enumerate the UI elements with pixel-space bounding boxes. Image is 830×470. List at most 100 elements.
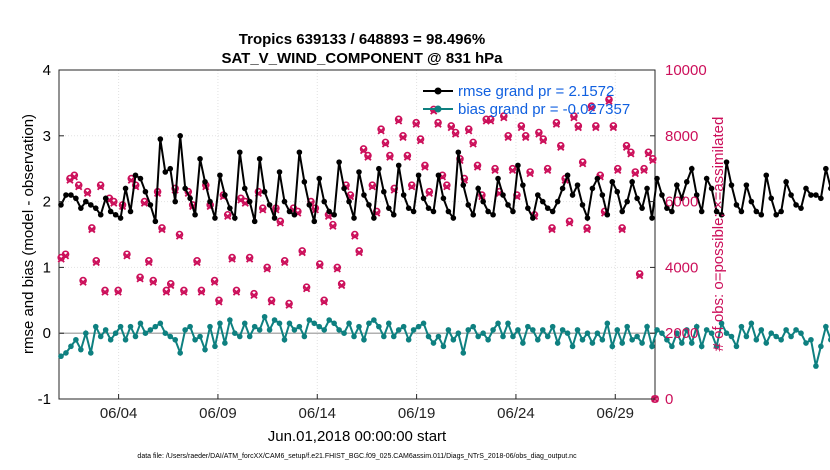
rmse-point [117, 215, 124, 221]
rmse-point [187, 195, 193, 202]
legend-bias-marker [434, 105, 442, 113]
bias-point [783, 327, 789, 333]
obs-assimilated-point [180, 288, 188, 296]
rmse-point [768, 195, 775, 202]
obs-possible-point [337, 280, 346, 288]
bias-point [773, 333, 779, 340]
rmse-point [217, 172, 223, 179]
bias-point [460, 350, 467, 356]
rmse-point [520, 182, 526, 188]
rmse-point [639, 205, 645, 211]
rmse-point [336, 159, 342, 165]
obs-assimilated-point [79, 278, 87, 286]
rmse-point [420, 195, 427, 202]
bias-point [341, 330, 347, 337]
bias-point [569, 343, 576, 350]
rmse-point [306, 202, 313, 208]
bias-point [778, 336, 784, 343]
obs-assimilated-point [276, 219, 284, 227]
obs-assimilated-point [381, 140, 390, 148]
obs-assimilated-point [394, 117, 403, 125]
rmse-point [286, 208, 293, 215]
bias-point [266, 327, 273, 333]
obs-assimilated-point [158, 225, 166, 234]
rmse-point [445, 208, 452, 215]
bias-point [97, 333, 104, 340]
rmse-point [465, 202, 472, 208]
y-left-tick-label: 0 [43, 325, 51, 342]
obs-assimilated-point [245, 255, 254, 263]
bias-point [227, 317, 233, 323]
x-tick-label: 06/29 [596, 405, 634, 422]
legend-rmse-label: rmse grand pr = 2.1572 [458, 83, 614, 100]
obs-assimilated-point [570, 114, 578, 122]
bias-point [83, 330, 89, 337]
obs-assimilated-point [543, 166, 552, 174]
bias-point [217, 320, 223, 327]
rmse-point [544, 205, 551, 211]
obs-possible-point [123, 250, 131, 259]
rmse-point [425, 205, 432, 211]
obs-possible-point [539, 135, 548, 143]
obs-possible-point [434, 118, 442, 127]
rmse-point [664, 205, 670, 211]
bias-point [182, 327, 188, 333]
rmse-point [246, 198, 253, 205]
rmse-point [758, 211, 765, 218]
rmse-point [351, 215, 357, 221]
obs-assimilated-point [83, 189, 92, 198]
legend: rmse grand pr = 2.1572 bias grand pr = -… [423, 83, 630, 118]
bias-point [87, 350, 94, 356]
rmse-point [793, 202, 799, 208]
rmse-point [152, 218, 159, 225]
obs-assimilated-point [421, 163, 429, 171]
obs-assimilated-point [609, 123, 618, 132]
rmse-point [232, 215, 238, 221]
obs-assimilated-point [215, 298, 223, 306]
bias-point [475, 333, 481, 340]
x-axis-label: Jun.01,2018 00:00:00 start [268, 428, 447, 445]
legend-bias-label: bias grand pr = -0.027357 [458, 101, 630, 118]
bias-point [688, 340, 695, 346]
obs-possible-point [359, 145, 368, 153]
rmse-point [485, 208, 491, 215]
bias-point [251, 323, 258, 330]
bias-point [395, 327, 402, 333]
bias-point [664, 336, 670, 343]
obs-possible-point [596, 171, 605, 180]
obs-possible-point [421, 161, 429, 170]
obs-assimilated-point [355, 248, 363, 257]
obs-assimilated-point [228, 255, 236, 263]
obs-possible-point [101, 286, 109, 295]
bias-point [788, 333, 794, 340]
bias-point [534, 336, 541, 343]
rmse-point [515, 162, 521, 169]
bias-point [743, 333, 750, 340]
rmse-point [813, 192, 819, 198]
obs-possible-point [451, 128, 460, 137]
bias-point [753, 336, 760, 343]
rmse-point [609, 179, 616, 185]
obs-assimilated-point [145, 258, 153, 267]
bias-point [808, 336, 814, 343]
rmse-point [778, 208, 784, 215]
x-tick-label: 06/19 [398, 405, 436, 422]
obs-possible-point [649, 155, 657, 163]
obs-assimilated-point [259, 206, 267, 214]
bias-point [544, 333, 551, 340]
obs-assimilated-point [368, 183, 376, 191]
obs-possible-point [631, 168, 640, 176]
obs-assimilated-point [487, 117, 495, 125]
obs-assimilated-point [644, 150, 653, 158]
x-tick-label: 06/09 [199, 405, 237, 422]
rmse-point [539, 198, 546, 205]
bias-point [410, 327, 417, 333]
bias-point [351, 333, 357, 340]
rmse-point [73, 195, 79, 202]
rmse-point [430, 208, 437, 215]
rmse-point [321, 198, 328, 205]
obs-assimilated-point [579, 160, 587, 168]
bias-point [246, 333, 253, 340]
rmse-point [102, 195, 109, 202]
rmse-point [728, 182, 735, 188]
